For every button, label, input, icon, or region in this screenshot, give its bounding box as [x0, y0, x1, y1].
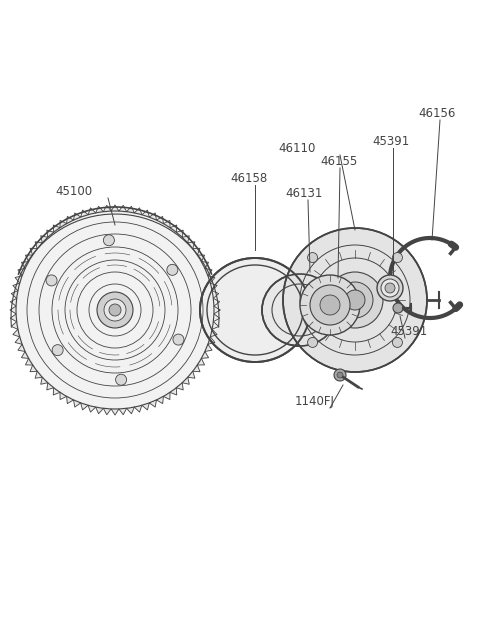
Text: 46131: 46131 [285, 187, 323, 200]
Text: 46110: 46110 [278, 142, 315, 155]
Ellipse shape [320, 295, 340, 315]
Text: 45391: 45391 [372, 135, 409, 148]
Ellipse shape [381, 279, 399, 297]
Ellipse shape [97, 292, 133, 328]
Ellipse shape [262, 274, 338, 346]
Ellipse shape [300, 275, 360, 335]
Ellipse shape [116, 374, 127, 385]
Ellipse shape [104, 299, 126, 321]
Ellipse shape [109, 304, 121, 316]
Text: 45100: 45100 [55, 185, 92, 198]
Ellipse shape [52, 345, 63, 356]
Ellipse shape [103, 234, 114, 246]
Ellipse shape [393, 337, 402, 348]
Ellipse shape [334, 369, 346, 381]
Ellipse shape [327, 272, 383, 328]
Ellipse shape [310, 285, 350, 325]
Ellipse shape [337, 372, 343, 378]
Ellipse shape [167, 264, 178, 276]
Ellipse shape [377, 275, 403, 301]
Text: 46155: 46155 [320, 155, 357, 168]
Text: 46158: 46158 [230, 172, 267, 185]
Ellipse shape [17, 212, 213, 408]
Ellipse shape [173, 334, 184, 345]
Ellipse shape [345, 290, 365, 310]
Polygon shape [10, 205, 220, 415]
Ellipse shape [283, 228, 427, 372]
Ellipse shape [308, 253, 318, 262]
Text: 46156: 46156 [418, 107, 456, 120]
Ellipse shape [393, 303, 403, 313]
Ellipse shape [337, 282, 373, 318]
Text: 45391: 45391 [390, 325, 427, 338]
Ellipse shape [393, 253, 402, 262]
Text: 1140FJ: 1140FJ [295, 395, 335, 408]
Ellipse shape [308, 337, 318, 348]
Ellipse shape [385, 283, 395, 293]
Ellipse shape [200, 258, 310, 362]
Ellipse shape [46, 275, 57, 286]
